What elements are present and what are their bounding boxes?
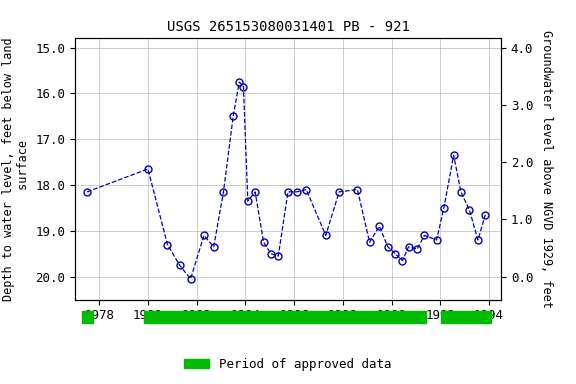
Legend: Period of approved data: Period of approved data <box>179 353 397 376</box>
Title: USGS 265153080031401 PB - 921: USGS 265153080031401 PB - 921 <box>166 20 410 35</box>
Y-axis label: Depth to water level, feet below land
 surface: Depth to water level, feet below land su… <box>2 37 29 301</box>
Y-axis label: Groundwater level above NGVD 1929, feet: Groundwater level above NGVD 1929, feet <box>540 30 553 308</box>
